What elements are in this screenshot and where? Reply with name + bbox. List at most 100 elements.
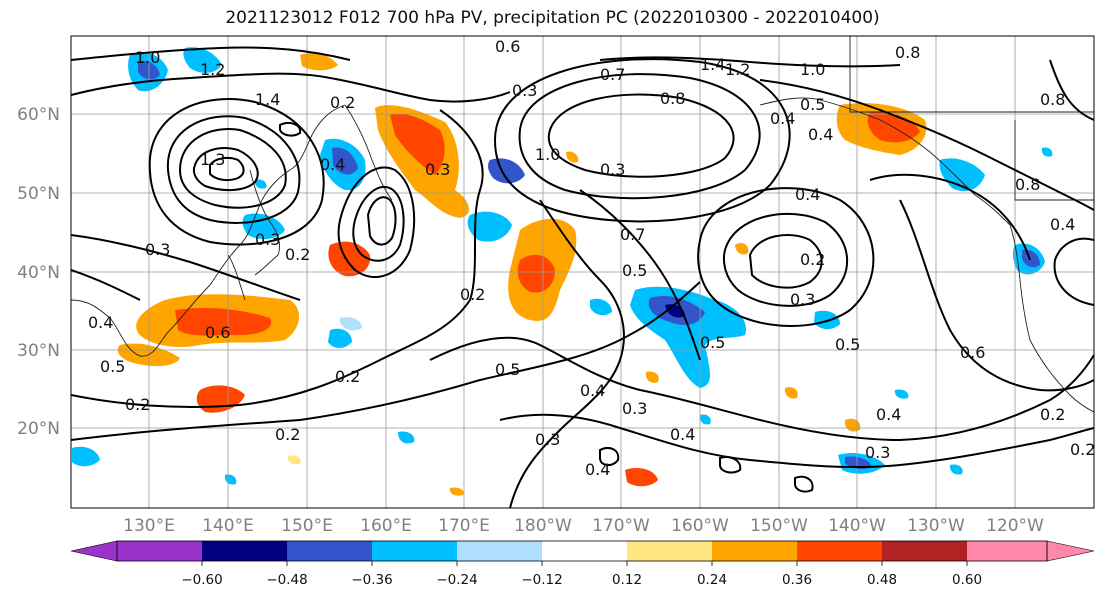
pc-patch: [1041, 147, 1053, 157]
colorbar-min-extension: [70, 540, 118, 562]
map-frame: [70, 35, 1095, 509]
colorbar-segment: [202, 541, 287, 561]
pv-contour: [759, 79, 1094, 211]
pv-contour: [71, 72, 511, 103]
contour-label: 0.4: [1050, 215, 1075, 234]
pv-contour: [366, 196, 397, 246]
contour-label: 0.8: [660, 89, 685, 108]
contour-label: 0.4: [580, 381, 605, 400]
pv-contour: [579, 189, 701, 361]
colorbar-tick-label: 0.48: [867, 572, 897, 588]
colorbar-segment: [967, 541, 1047, 561]
latitude-label: 60°N: [17, 105, 60, 125]
pv-contour: [178, 128, 287, 209]
coastlines: [71, 36, 1094, 413]
pc-patch: [328, 328, 352, 348]
longitude-label: 150°W: [750, 516, 808, 536]
border-line: [849, 36, 1094, 201]
pv-contour: [166, 115, 301, 224]
contour-label: 0.4: [585, 460, 610, 479]
colorbar-tick-label: 0.12: [612, 572, 642, 588]
colorbar-tick-label: −0.48: [266, 572, 307, 588]
colorbar-segment: [457, 541, 542, 561]
pv-contour: [352, 185, 405, 262]
colorbar-tick-label: 0.36: [782, 572, 812, 588]
pc-patch: [398, 431, 415, 444]
pv-contour: [71, 281, 701, 441]
contour-label: 0.5: [622, 261, 647, 280]
longitude-labels: 130°E 140°E 150°E 160°E 170°E 180°W 170°…: [123, 516, 1044, 536]
pc-patch: [735, 242, 749, 255]
pv-contour: [148, 98, 325, 246]
contour-labels: 1.0 1.2 0.6 1.4 1.2 1.0 0.8 0.7 0.8 0.3 …: [88, 37, 1095, 479]
longitude-label: 170°E: [438, 516, 490, 536]
contour-label: 0.2: [330, 93, 355, 112]
contour-label: 0.3: [255, 230, 280, 249]
kamchatka-coastline: [344, 104, 393, 201]
contour-label: 0.5: [495, 360, 520, 379]
contour-label: 0.2: [1040, 405, 1065, 424]
colorbar-tick-label: −0.60: [181, 572, 222, 588]
contour-label: 0.2: [125, 395, 150, 414]
pv-contour: [209, 156, 245, 182]
colorbar-tick-labels: −0.60 −0.48 −0.36 −0.24 −0.12 0.12 0.24 …: [181, 572, 982, 588]
pv-contour: [71, 269, 141, 301]
pc-patch: [699, 414, 711, 425]
contour-label: 0.4: [876, 405, 901, 424]
colorbar-tick-label: −0.36: [351, 572, 392, 588]
contour-label: 0.3: [535, 430, 560, 449]
contour-label: 0.2: [285, 245, 310, 264]
contour-label: 0.4: [795, 185, 820, 204]
contour-label: 0.5: [835, 335, 860, 354]
contour-label: 0.3: [790, 290, 815, 309]
pv-contour: [869, 173, 1031, 261]
contour-label: 0.2: [335, 367, 360, 386]
pv-contour: [279, 122, 302, 137]
alaska-coastline: [759, 97, 1011, 226]
pc-patch: [784, 387, 798, 399]
pv-contour: [71, 109, 484, 408]
contour-label: 0.4: [88, 313, 113, 332]
contour-label: 0.2: [1070, 440, 1095, 459]
pc-patch: [254, 179, 267, 189]
contour-label: 1.2: [725, 60, 750, 79]
contour-label: 0.5: [700, 333, 725, 352]
colorbar-max-extension: [1046, 540, 1095, 562]
contour-label: 0.5: [100, 357, 125, 376]
colorbar-segment: [542, 541, 627, 561]
contour-label: 0.3: [145, 240, 170, 259]
contour-label: 1.0: [535, 145, 560, 164]
pc-patch: [517, 254, 555, 293]
map-plot-area: [71, 36, 1094, 508]
pc-patch: [566, 151, 579, 163]
pc-patch: [300, 53, 338, 71]
longitude-label: 150°E: [281, 516, 333, 536]
pv-contour: [599, 447, 620, 466]
contour-label: 1.4: [700, 55, 725, 74]
colorbar-tick-label: −0.12: [521, 572, 562, 588]
longitude-label: 140°E: [202, 516, 254, 536]
contour-label: 0.4: [320, 155, 345, 174]
contour-label: 0.3: [865, 443, 890, 462]
contour-label: 1.4: [255, 90, 280, 109]
contour-label: 1.0: [800, 60, 825, 79]
pc-patch: [467, 211, 512, 242]
colorbar-segment: [797, 541, 882, 561]
longitude-label: 180°W: [514, 516, 572, 536]
pc-patch: [328, 241, 371, 277]
pc-patch: [72, 446, 100, 467]
colorbar-tick-marks: [201, 561, 968, 566]
colorbar-segment: [372, 541, 457, 561]
contour-label: 0.7: [620, 225, 645, 244]
contour-label: 0.4: [670, 425, 695, 444]
pc-patch: [332, 147, 358, 175]
pc-patch: [449, 487, 464, 496]
pv-contours: [71, 46, 1094, 508]
pv-contour: [599, 56, 901, 68]
colorbar-tick-label: 0.24: [697, 572, 727, 588]
contour-label: 1.0: [135, 48, 160, 67]
pv-contour: [509, 199, 625, 508]
pc-patch: [949, 464, 963, 475]
pv-contour: [1053, 237, 1094, 306]
contour-label: 0.3: [600, 160, 625, 179]
